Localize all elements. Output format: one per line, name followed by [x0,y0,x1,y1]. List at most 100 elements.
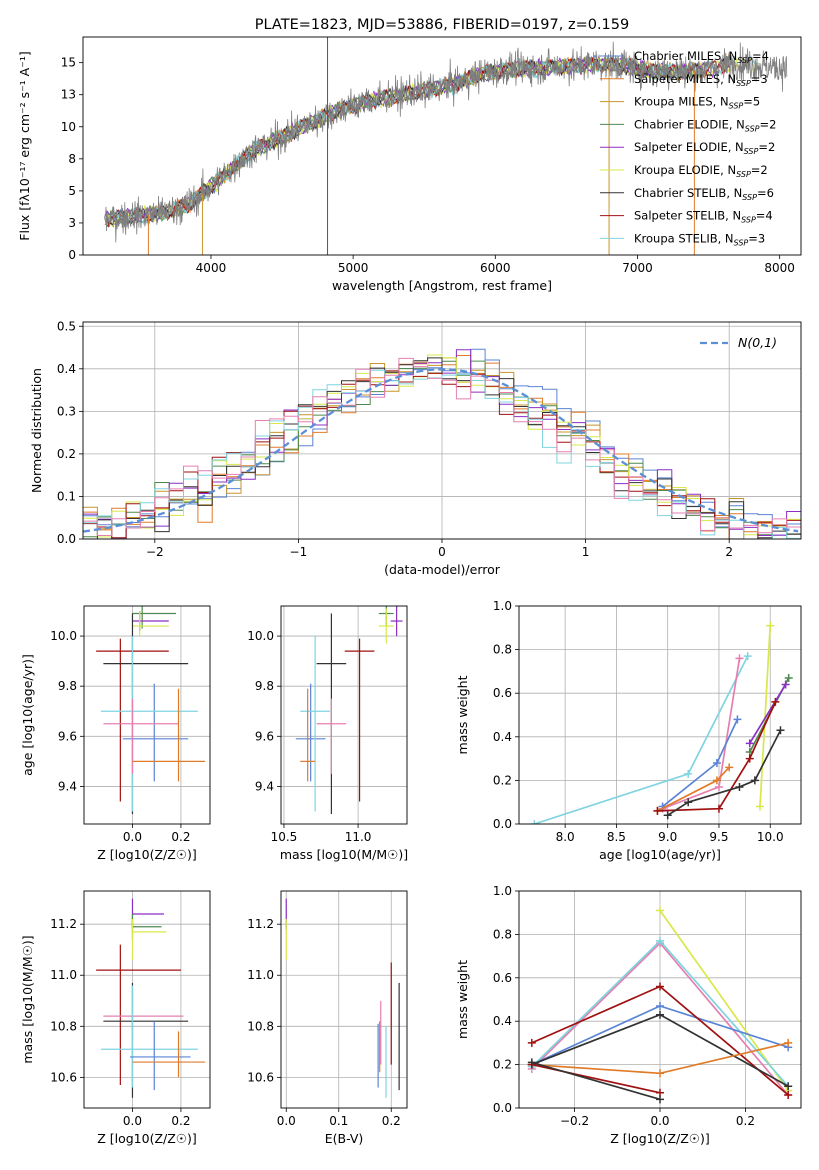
panel-age_vs_Z: 0.0 0.2 9.4 9.6 9.8 10.0 Z [log10(Z/Z☉)] age [l… [20,605,211,862]
x-tick-label: 9.5 [709,830,728,844]
panel-age_vs_mass: 10.5 11.0 9.4 9.6 9.8 10.0 mass [log10(M/M☉)] [247,605,408,862]
series-marker [755,802,764,811]
y-tick-label: 0.4 [493,1014,512,1028]
series-line [531,1061,661,1101]
x-tick-label: 1 [582,545,590,559]
series-marker [684,769,693,778]
series-marker [743,652,752,661]
legend-label: Chabrier ELODIE, NSSP=2 [634,117,776,133]
x-axis-label: Z [log10(Z/Z☉)] [610,1131,710,1146]
model-line [107,54,759,227]
x-axis-label: wavelength [Angstrom, rest frame] [332,278,552,293]
y-tick-label: 9.8 [58,679,77,693]
series-marker [784,673,793,682]
x-tick-label: 2 [725,545,733,559]
series-marker [714,782,723,791]
axes-frame [518,605,802,825]
series-marker [656,1095,664,1104]
x-tick-label: 4000 [196,261,227,275]
x-tick-label: 0.2 [171,830,190,844]
series-marker [656,1002,664,1011]
x-tick-label: 0.0 [123,830,142,844]
panel-mass_vs_Z: 0.0 0.2 10.6 10.8 11.0 11.2 Z [log10(Z/Z☉)] mas… [20,890,211,1146]
y-tick-label: 9.4 [255,779,274,793]
x-axis-label: E(B-V) [325,1131,364,1146]
y-tick-label: 10.8 [247,1019,274,1033]
series-marker [527,1058,536,1067]
y-tick-label: 8 [68,152,76,166]
legend: Chabrier MILES, NSSP=4 Salpeter MILES, NS… [600,49,776,247]
series-marker [656,1069,664,1078]
x-axis-label: Z [log10(Z/Z☉)] [97,847,197,862]
x-tick-label: 11.0 [345,830,372,844]
series-line [748,684,787,744]
y-axis-label: Flux [fλ10⁻¹⁷ erg cm⁻² s⁻¹ A⁻¹] [17,51,32,240]
y-tick-label: 0.2 [57,447,76,461]
series-marker [656,906,664,915]
panel-mass_weight_vs_age: 8.0 8.5 9.0 9.5 10.0 0.0 0.2 0.4 0.6 0.8 1.0 age [l… [455,599,802,862]
y-tick-label: 0.1 [57,489,76,503]
x-axis-label: Z [log10(Z/Z☉)] [97,1131,197,1146]
y-axis-label: Normed distribution [29,368,44,493]
series-marker [653,806,662,815]
errorbars [96,898,206,1098]
errorbars [96,606,206,814]
histogram-series [83,357,801,536]
y-tick-label: 10.0 [247,629,274,643]
y-tick-label: 0 [68,248,76,262]
y-axis-label: age [log10(age/yr)] [20,654,35,776]
y-tick-label: 11.2 [247,917,274,931]
x-tick-label: 8.5 [607,830,626,844]
legend-label: Chabrier STELIB, NSSP=6 [634,186,774,202]
y-tick-label: 11.0 [247,968,274,982]
y-tick-label: 13 [61,88,76,102]
y-tick-label: 11.0 [50,968,77,982]
series-marker [784,1090,793,1099]
legend-label: Kroupa STELIB, NSSP=3 [634,231,765,247]
series-line [657,701,777,812]
y-tick-label: 0.5 [57,319,76,333]
y-axis-label: mass [log10(M/M☉)] [20,935,35,1063]
x-tick-label: 6000 [480,261,511,275]
y-tick-label: 9.4 [58,779,77,793]
y-tick-label: 10.6 [247,1070,274,1084]
legend-label: Salpeter ELODIE, NSSP=2 [634,140,775,156]
legend-label: Kroupa MILES, NSSP=5 [634,95,760,111]
series-marker [750,776,759,785]
x-tick-label: 0.2 [382,1114,401,1128]
x-tick-label: 5000 [338,261,369,275]
y-tick-label: 0.6 [493,686,512,700]
series-marker [781,680,790,689]
series-marker [766,621,775,630]
legend-label: Kroupa ELODIE, NSSP=2 [634,163,768,179]
series-marker [656,982,664,991]
x-tick-label: −0.2 [560,1114,589,1128]
histograms [83,348,801,539]
series-marker [656,1010,664,1019]
y-tick-label: 10.6 [50,1070,77,1084]
y-tick-label: 0.2 [493,773,512,787]
legend-label: Salpeter MILES, NSSP=3 [634,72,768,88]
legend-label: N(0,1) [738,335,777,350]
y-tick-label: 11.2 [50,917,77,931]
series-marker [712,776,721,785]
x-tick-label: 0.0 [650,1114,669,1128]
series-line [534,655,749,824]
x-tick-label: −2 [146,545,164,559]
axes-frame [83,605,211,825]
x-tick-label: 0.0 [277,1114,296,1128]
series-line [662,658,741,810]
series-lines [530,621,793,824]
series-marker [745,739,754,748]
series-marker [656,936,664,945]
y-tick-label: 0.3 [57,404,76,418]
normal-curve [83,368,799,533]
y-tick-label: 3 [68,216,76,230]
y-tick-label: 1.0 [493,884,512,898]
series-marker [663,811,672,820]
x-tick-label: 9.0 [658,830,677,844]
y-tick-label: 0.4 [57,362,76,376]
y-tick-label: 9.8 [255,679,274,693]
y-tick-label: 10.8 [50,1019,77,1033]
